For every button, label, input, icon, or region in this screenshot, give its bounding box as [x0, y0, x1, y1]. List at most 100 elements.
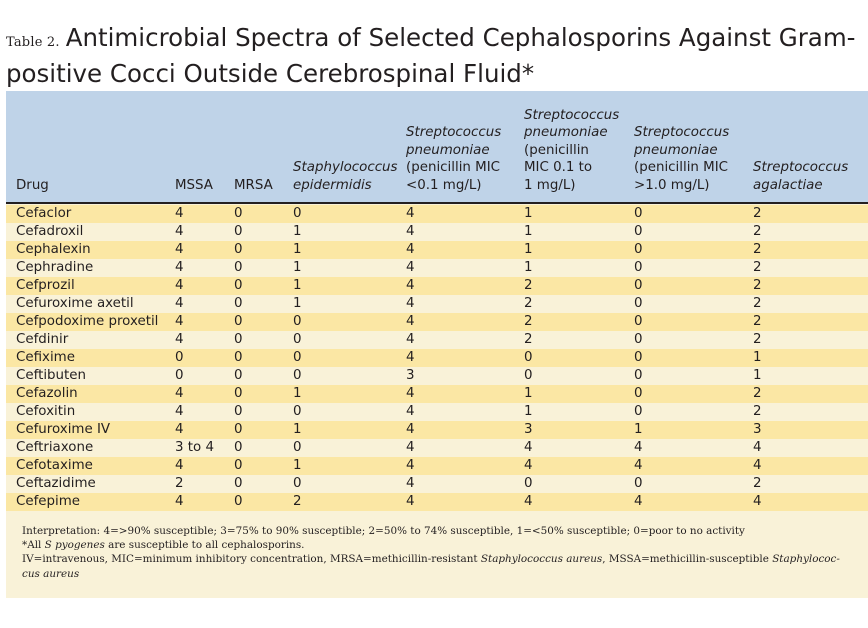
cell-strep-pneumoniae-mic-lt-0-1: 4 [406, 314, 415, 329]
drug-name-cell: Cefixime [16, 350, 75, 365]
cell-mssa: 3 to 4 [175, 440, 214, 455]
column-header-line: MIC 0.1 to [524, 160, 593, 175]
cell-mssa: 4 [175, 422, 184, 437]
column-header-mssa: MSSA [175, 177, 213, 195]
drug-name-cell: Cefadroxil [16, 224, 84, 239]
column-header-line: (penicillin [524, 142, 589, 158]
drug-name-cell: Cephradine [16, 260, 94, 275]
cell-strep-pneumoniae-mic-lt-0-1: 3 [406, 368, 415, 383]
table-row: Cefpodoxime proxetil 4 0 0 4 2 0 2 [6, 313, 868, 331]
cell-staph-epidermidis: 1 [293, 224, 302, 239]
cell-mssa: 0 [175, 368, 184, 383]
cell-staph-epidermidis: 1 [293, 296, 302, 311]
cell-mrsa: 0 [234, 368, 243, 383]
cell-mrsa: 0 [234, 242, 243, 257]
cell-strep-agalactiae: 2 [753, 278, 762, 293]
cell-strep-agalactiae: 1 [753, 350, 762, 365]
cell-strep-pneumoniae-mic-0-1-to-1: 2 [524, 332, 533, 347]
cell-mrsa: 0 [234, 296, 243, 311]
column-header-line: MRSA [234, 177, 273, 193]
cell-staph-epidermidis: 0 [293, 476, 302, 491]
cell-strep-pneumoniae-mic-gt-1: 0 [634, 224, 643, 239]
footnote-abbrev-part-1: IV=intravenous, MIC=minimum inhibitory c… [22, 553, 481, 566]
column-header-strep-pneumoniae-mic-0-1-to-1: Streptococcus pneumoniae (penicillin MIC 0.… [524, 107, 619, 195]
column-header-strep-pneumoniae-mic-gt-1: Streptococcus pneumoniae (penicillin MIC >1… [634, 124, 729, 194]
cell-strep-agalactiae: 2 [753, 224, 762, 239]
footnote-abbreviations-continued: cus aureus [22, 567, 854, 581]
table-footnotes: Interpretation: 4=>90% susceptible; 3=75… [22, 524, 854, 581]
cell-strep-pneumoniae-mic-0-1-to-1: 2 [524, 314, 533, 329]
cell-mssa: 4 [175, 458, 184, 473]
drug-name-cell: Cefaclor [16, 206, 72, 221]
table-row: Cefuroxime axetil 4 0 1 4 2 0 2 [6, 295, 868, 313]
drug-name-cell: Ceftibuten [16, 368, 86, 383]
cell-mrsa: 0 [234, 494, 243, 509]
cell-staph-epidermidis: 0 [293, 332, 302, 347]
drug-name-cell: Cefotaxime [16, 458, 93, 473]
header-divider [6, 202, 868, 204]
column-header-line: pneumoniae [634, 142, 718, 158]
cell-strep-pneumoniae-mic-gt-1: 1 [634, 422, 643, 437]
column-header-drug: Drug [16, 177, 49, 195]
cell-strep-pneumoniae-mic-gt-1: 0 [634, 332, 643, 347]
cell-strep-pneumoniae-mic-gt-1: 4 [634, 458, 643, 473]
column-header-line: MSSA [175, 177, 213, 193]
drug-name-cell: Cefazolin [16, 386, 78, 401]
cell-strep-agalactiae: 3 [753, 422, 762, 437]
cell-strep-pneumoniae-mic-lt-0-1: 4 [406, 332, 415, 347]
drug-name-cell: Cefprozil [16, 278, 75, 293]
cell-strep-pneumoniae-mic-0-1-to-1: 1 [524, 242, 533, 257]
table-row: Cefadroxil 4 0 1 4 1 0 2 [6, 223, 868, 241]
cell-strep-pneumoniae-mic-0-1-to-1: 1 [524, 206, 533, 221]
cell-staph-epidermidis: 0 [293, 350, 302, 365]
cell-strep-pneumoniae-mic-lt-0-1: 4 [406, 206, 415, 221]
footnote-s-pyogenes-name: S pyogenes [44, 539, 105, 552]
cell-strep-agalactiae: 2 [753, 260, 762, 275]
cell-strep-pneumoniae-mic-gt-1: 0 [634, 404, 643, 419]
cell-mssa: 0 [175, 350, 184, 365]
cell-mssa: 4 [175, 494, 184, 509]
column-header-line: epidermidis [293, 177, 372, 193]
column-header-line: Streptococcus [634, 125, 730, 140]
drug-name-cell: Cefepime [16, 494, 81, 509]
cell-mrsa: 0 [234, 224, 243, 239]
table-row: Cefotaxime 4 0 1 4 4 4 4 [6, 457, 868, 475]
footnote-s-pyogenes: *All S pyogenes are susceptible to all c… [22, 538, 854, 552]
cell-staph-epidermidis: 2 [293, 494, 302, 509]
drug-name-cell: Cefdinir [16, 332, 69, 347]
cell-strep-pneumoniae-mic-gt-1: 0 [634, 350, 643, 365]
cell-strep-agalactiae: 2 [753, 206, 762, 221]
cell-mssa: 4 [175, 386, 184, 401]
cell-strep-agalactiae: 2 [753, 314, 762, 329]
table-title: Table 2. Antimicrobial Spectra of Selecte… [6, 22, 864, 89]
cell-mrsa: 0 [234, 476, 243, 491]
cell-strep-pneumoniae-mic-lt-0-1: 4 [406, 440, 415, 455]
title-text-line-2: positive Cocci Outside Cerebrospinal Flu… [6, 59, 535, 88]
cell-strep-agalactiae: 2 [753, 404, 762, 419]
column-header-line: pneumoniae [524, 125, 608, 140]
cell-strep-pneumoniae-mic-lt-0-1: 4 [406, 242, 415, 257]
footnote-interpretation: Interpretation: 4=>90% susceptible; 3=75… [22, 525, 745, 537]
column-header-staph-epidermidis: Staphylococcus epidermidis [293, 159, 398, 194]
table-row: Cefepime 4 0 2 4 4 4 4 [6, 493, 868, 511]
cell-staph-epidermidis: 0 [293, 206, 302, 221]
cell-mrsa: 0 [234, 422, 243, 437]
table-row: Cefprozil 4 0 1 4 2 0 2 [6, 277, 868, 295]
cell-strep-pneumoniae-mic-gt-1: 4 [634, 440, 643, 455]
title-line-1: Table 2. Antimicrobial Spectra of Selecte… [6, 22, 864, 58]
cell-mssa: 4 [175, 242, 184, 257]
cell-strep-pneumoniae-mic-0-1-to-1: 1 [524, 386, 533, 401]
cell-mrsa: 0 [234, 440, 243, 455]
cell-staph-epidermidis: 0 [293, 404, 302, 419]
column-header-line: Streptococcus [753, 160, 849, 175]
table-row: Cephalexin 4 0 1 4 1 0 2 [6, 241, 868, 259]
drug-name-cell: Cephalexin [16, 242, 91, 257]
cell-strep-agalactiae: 2 [753, 476, 762, 491]
column-header-strep-pneumoniae-mic-lt-0-1: Streptococcus pneumoniae (penicillin MIC <0… [406, 124, 501, 194]
cell-mssa: 4 [175, 314, 184, 329]
column-header-line: (penicillin MIC [406, 160, 501, 175]
cell-strep-pneumoniae-mic-0-1-to-1: 2 [524, 278, 533, 293]
cell-strep-agalactiae: 4 [753, 458, 762, 473]
cell-staph-epidermidis: 1 [293, 242, 302, 257]
cell-staph-epidermidis: 0 [293, 440, 302, 455]
